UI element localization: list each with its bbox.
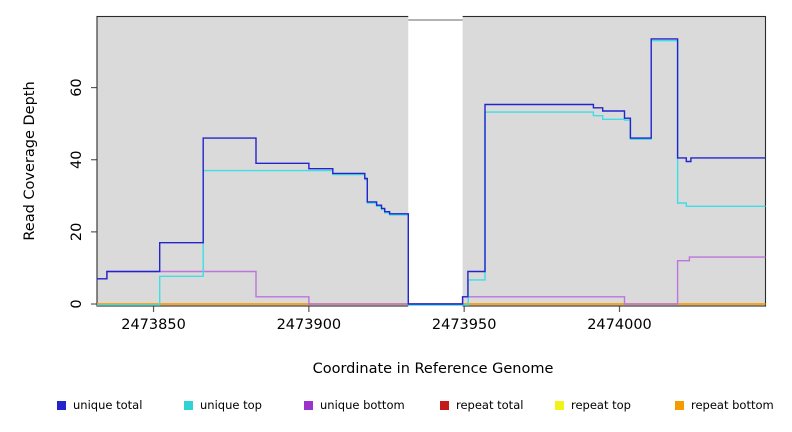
series-lines	[97, 38, 766, 306]
repeat-top-swatch	[555, 400, 564, 410]
legend-item-unique-total: unique total	[57, 398, 142, 412]
x-tick-label: 2473950	[432, 317, 497, 333]
x-tick-label: 2473850	[121, 317, 186, 333]
y-axis-ticks: 0 20 40 60	[69, 78, 97, 309]
y-axis-label: Read Coverage Depth	[22, 81, 38, 240]
legend-item-repeat-top: repeat top	[555, 398, 631, 412]
alignment-gap	[408, 9, 463, 308]
unique-total-swatch	[57, 400, 66, 410]
legend-label: unique top	[200, 398, 262, 412]
legend-label: repeat bottom	[691, 398, 774, 412]
coverage-plot: 2473850 2473900 2473950 2474000 0 20 40 60 Coo…	[22, 9, 767, 377]
unique-top-swatch	[184, 400, 193, 410]
chart-legend: unique total unique top unique bottom re…	[0, 398, 792, 418]
x-tick-label: 2473900	[277, 317, 342, 333]
repeat-total-swatch	[440, 400, 449, 410]
unique-bottom-swatch	[304, 400, 313, 410]
y-tick-label: 0	[69, 299, 85, 308]
legend-item-repeat-total: repeat total	[440, 398, 523, 412]
y-tick-label: 20	[69, 223, 85, 241]
legend-item-repeat-bottom: repeat bottom	[675, 398, 774, 412]
y-tick-label: 60	[69, 78, 85, 96]
x-axis-label: Coordinate in Reference Genome	[313, 361, 554, 377]
legend-label: repeat top	[571, 398, 631, 412]
legend-label: unique total	[73, 398, 143, 412]
legend-item-unique-bottom: unique bottom	[304, 398, 405, 412]
legend-item-unique-top: unique top	[184, 398, 262, 412]
unique-total-line	[97, 38, 766, 305]
x-tick-label: 2474000	[587, 317, 652, 333]
repeat-bottom-swatch	[675, 400, 684, 410]
y-tick-label: 40	[69, 150, 85, 168]
legend-label: unique bottom	[320, 398, 405, 412]
legend-label: repeat total	[456, 398, 524, 412]
x-axis-ticks: 2473850 2473900 2473950 2474000	[121, 306, 652, 333]
